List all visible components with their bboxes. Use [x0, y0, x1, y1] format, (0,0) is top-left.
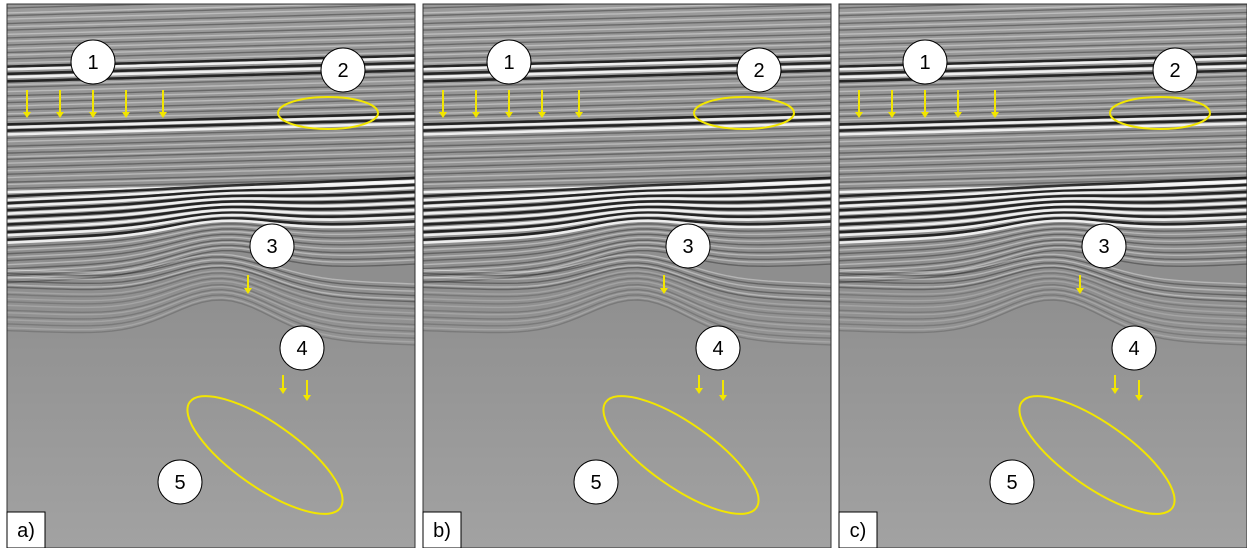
arrow-head — [719, 395, 727, 401]
arrow-head — [660, 288, 668, 294]
callout-circle — [736, 47, 782, 93]
panel: 1 2 3 4 5 b) — [422, 3, 832, 548]
callout-circle — [157, 459, 203, 505]
callout-circle — [279, 325, 325, 371]
callout-circle — [70, 39, 116, 85]
panel-label-box — [6, 511, 46, 548]
arrow-head — [695, 388, 703, 394]
callout-circle — [665, 223, 711, 269]
callout-circle — [1111, 325, 1157, 371]
highlight-ellipse — [1109, 96, 1211, 130]
arrow-head — [439, 112, 447, 118]
arrow-head — [56, 112, 64, 118]
arrow-head — [1076, 288, 1084, 294]
callout-label: 4 — [1128, 338, 1139, 360]
arrow-head — [855, 112, 863, 118]
panel-border — [838, 3, 1247, 548]
callout-circle — [249, 223, 295, 269]
highlight-ellipse — [693, 96, 795, 130]
panel-label-box — [838, 511, 878, 548]
highlight-ellipse — [186, 395, 344, 515]
callout-label: 2 — [753, 60, 764, 82]
arrow-head — [991, 112, 999, 118]
callout-label: 3 — [266, 236, 277, 258]
panel-label-box — [422, 511, 462, 548]
callout-label: 5 — [174, 472, 185, 494]
callout-circle — [1152, 47, 1198, 93]
arrow-head — [303, 395, 311, 401]
callout-label: 3 — [682, 236, 693, 258]
callout-label: 4 — [712, 338, 723, 360]
highlight-ellipse — [277, 96, 379, 130]
callout-label: 2 — [337, 60, 348, 82]
callout-circle — [573, 459, 619, 505]
callout-circle — [320, 47, 366, 93]
arrow-head — [1111, 388, 1119, 394]
arrow-head — [122, 112, 130, 118]
callout-circle — [1081, 223, 1127, 269]
callout-circle — [486, 39, 532, 85]
panel-label: b) — [433, 520, 451, 542]
arrow-head — [472, 112, 480, 118]
arrow-head — [159, 112, 167, 118]
callout-circle — [902, 39, 948, 85]
arrow-head — [1135, 395, 1143, 401]
callout-label: 2 — [1169, 60, 1180, 82]
callout-circle — [989, 459, 1035, 505]
callout-label: 1 — [919, 52, 930, 74]
callout-label: 4 — [296, 338, 307, 360]
callout-circle — [695, 325, 741, 371]
panel: 1 2 3 4 5 c) — [838, 3, 1247, 548]
panel-label: c) — [850, 520, 867, 542]
arrow-head — [23, 112, 31, 118]
panel: 1 2 3 4 5 a) — [6, 3, 416, 548]
callout-label: 5 — [590, 472, 601, 494]
highlight-ellipse — [1018, 395, 1176, 515]
arrow-head — [538, 112, 546, 118]
arrow-head — [888, 112, 896, 118]
callout-label: 3 — [1098, 236, 1109, 258]
arrow-head — [921, 112, 929, 118]
arrow-head — [505, 112, 513, 118]
callout-label: 5 — [1006, 472, 1017, 494]
callout-label: 1 — [87, 52, 98, 74]
panel-border — [6, 3, 416, 548]
arrow-head — [575, 112, 583, 118]
arrow-head — [954, 112, 962, 118]
arrow-head — [89, 112, 97, 118]
arrow-head — [279, 388, 287, 394]
panel-label: a) — [17, 520, 35, 542]
arrow-head — [244, 288, 252, 294]
callout-label: 1 — [503, 52, 514, 74]
highlight-ellipse — [602, 395, 760, 515]
panel-border — [422, 3, 832, 548]
